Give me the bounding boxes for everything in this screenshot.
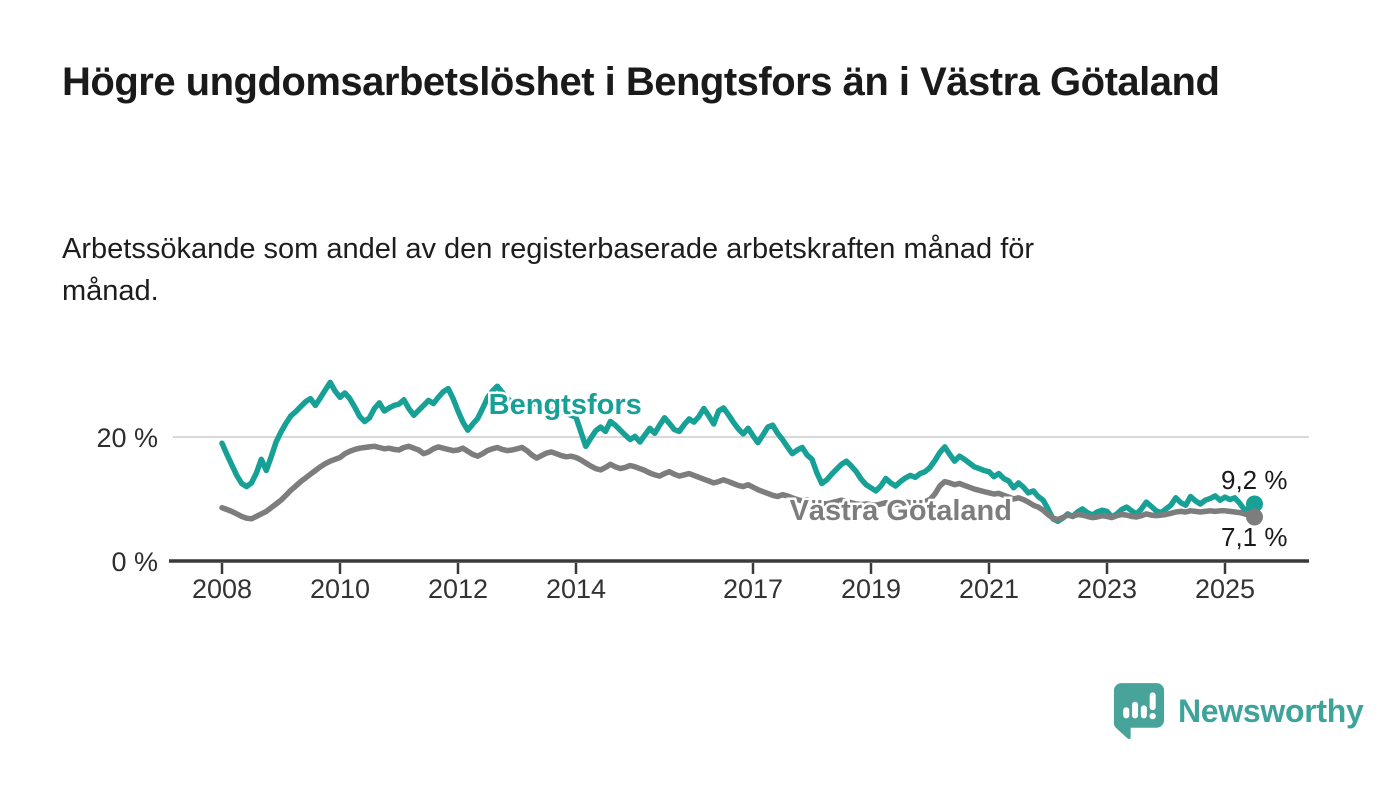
newsworthy-logo: Newsworthy <box>1113 682 1364 740</box>
series-line-bengtsfors <box>219 379 1258 525</box>
x-axis-tick-label: 2021 <box>959 574 1019 604</box>
y-axis-tick-label: 0 % <box>111 547 158 577</box>
x-axis-tick-label: 2014 <box>546 574 606 604</box>
x-axis-tick-label: 2012 <box>428 574 488 604</box>
x-axis-tick-label: 2008 <box>192 574 252 604</box>
chart-title: Högre ungdomsarbetslöshet i Bengtsfors ä… <box>62 60 1220 104</box>
x-axis-tick-label: 2019 <box>841 574 901 604</box>
end-value-label-bengtsfors: 9,2 % <box>1221 465 1288 495</box>
series-label-v-stra-g-taland: Västra Götaland <box>790 495 1012 527</box>
series-line-v-stra-g-taland <box>219 443 1258 523</box>
x-axis-tick-label: 2017 <box>723 574 783 604</box>
x-axis-tick-label: 2023 <box>1077 574 1137 604</box>
series-label-bengtsfors: Bengtsfors <box>489 389 642 421</box>
y-axis-tick-label: 20 % <box>96 423 158 453</box>
end-dot-bengtsfors <box>1246 495 1263 513</box>
x-axis-tick-label: 2025 <box>1195 574 1255 604</box>
end-dot-v-stra-g-taland <box>1246 508 1263 526</box>
end-value-label-v-stra-g-taland: 7,1 % <box>1221 522 1288 552</box>
chart-subtitle: Arbetssökande som andel av den registerb… <box>62 233 1035 308</box>
brand-name: Newsworthy <box>1178 692 1364 729</box>
x-axis-tick-label: 2010 <box>310 574 370 604</box>
bar-chart-speech-bubble-icon <box>1113 683 1165 740</box>
